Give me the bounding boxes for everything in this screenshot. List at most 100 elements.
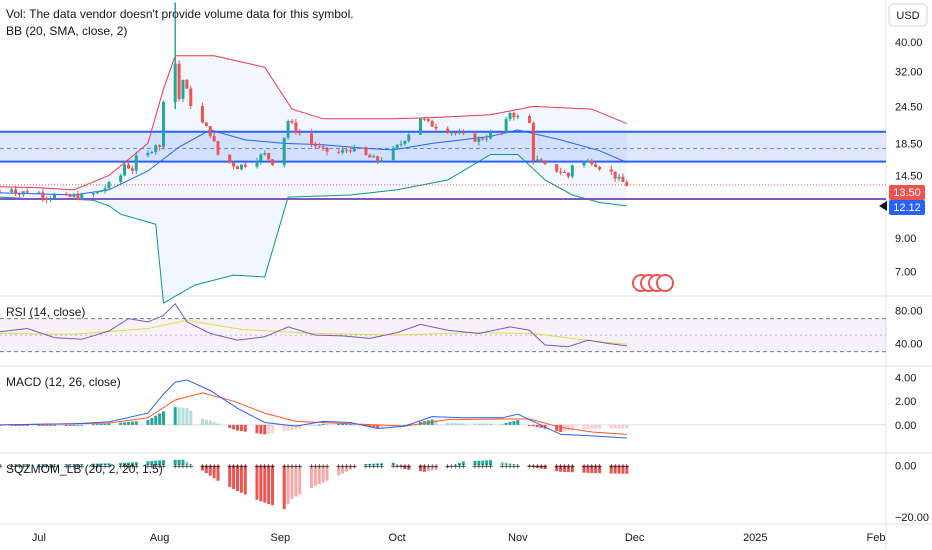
- candle-body[interactable]: [461, 132, 465, 134]
- candle-body[interactable]: [162, 101, 166, 147]
- candle-body[interactable]: [341, 149, 345, 153]
- candle-body[interactable]: [337, 151, 341, 153]
- candle-body[interactable]: [621, 176, 625, 182]
- candle-body[interactable]: [208, 126, 212, 136]
- candle-body[interactable]: [80, 194, 84, 200]
- time-axis[interactable]: Jul Aug Sep Oct Nov Dec 2025 Feb: [32, 532, 886, 544]
- candle-body[interactable]: [216, 141, 220, 155]
- candle-body[interactable]: [255, 160, 259, 167]
- candle-body[interactable]: [41, 192, 45, 198]
- candle-body[interactable]: [282, 137, 286, 166]
- candle-body[interactable]: [473, 133, 477, 142]
- candle-body[interactable]: [489, 132, 493, 139]
- candle-body[interactable]: [457, 132, 461, 134]
- candle-body[interactable]: [130, 168, 134, 171]
- candle-body[interactable]: [391, 148, 395, 160]
- candle-body[interactable]: [325, 147, 329, 152]
- candle-body[interactable]: [263, 153, 267, 155]
- candle-body[interactable]: [500, 132, 504, 134]
- candle-body[interactable]: [426, 118, 430, 121]
- candle-body[interactable]: [271, 159, 275, 166]
- candle-body[interactable]: [407, 134, 411, 141]
- candle-body[interactable]: [259, 154, 263, 161]
- candle-body[interactable]: [119, 175, 123, 182]
- currency-button[interactable]: USD: [888, 3, 928, 27]
- candle-body[interactable]: [239, 164, 243, 170]
- candle-body[interactable]: [380, 159, 384, 162]
- candle-body[interactable]: [516, 116, 520, 118]
- candle-body[interactable]: [504, 119, 508, 133]
- candle-body[interactable]: [609, 169, 613, 172]
- candle-body[interactable]: [290, 120, 294, 123]
- rsi-pane[interactable]: [0, 303, 886, 353]
- candle-body[interactable]: [45, 197, 49, 200]
- candle-body[interactable]: [189, 88, 193, 107]
- candle-body[interactable]: [512, 112, 516, 118]
- candle-body[interactable]: [395, 144, 399, 149]
- candle-body[interactable]: [430, 120, 434, 127]
- candle-body[interactable]: [422, 118, 426, 120]
- candle-body[interactable]: [485, 138, 489, 140]
- candle-body[interactable]: [181, 79, 185, 99]
- rsi-line[interactable]: [0, 303, 627, 348]
- candle-body[interactable]: [126, 164, 130, 169]
- candle-body[interactable]: [204, 122, 208, 127]
- candle-body[interactable]: [364, 147, 368, 155]
- candle-body[interactable]: [134, 155, 138, 171]
- candle-body[interactable]: [352, 147, 356, 152]
- candle-body[interactable]: [531, 122, 535, 161]
- candle-body[interactable]: [49, 198, 53, 200]
- candle-body[interactable]: [586, 160, 590, 163]
- candle-body[interactable]: [154, 145, 158, 152]
- candle-body[interactable]: [25, 191, 29, 193]
- price-pane[interactable]: [0, 2, 886, 304]
- bb-lower-line[interactable]: [0, 154, 627, 304]
- candle-body[interactable]: [313, 143, 317, 147]
- candle-body[interactable]: [598, 167, 602, 170]
- candle-body[interactable]: [527, 116, 531, 123]
- candle-body[interactable]: [543, 161, 547, 165]
- candle-body[interactable]: [76, 194, 80, 200]
- candle-body[interactable]: [53, 193, 57, 199]
- candle-body[interactable]: [21, 191, 25, 195]
- macd-line[interactable]: [0, 379, 627, 439]
- candle-body[interactable]: [582, 162, 586, 166]
- candle-body[interactable]: [450, 132, 454, 134]
- squeeze-momentum-pane[interactable]: +++++ +++++ +++++ +++++ +++++ +++++ +++++ +++++…: [0, 459, 630, 510]
- macd-signal-line[interactable]: [0, 392, 627, 435]
- candle-body[interactable]: [286, 120, 290, 138]
- candle-body[interactable]: [91, 193, 95, 195]
- candle-body[interactable]: [345, 149, 349, 151]
- price-axis[interactable]: 40.00 32.00 24.50 18.50 14.50 9.00 7.00 80.00 40…: [895, 37, 929, 524]
- candle-body[interactable]: [559, 171, 563, 173]
- candle-body[interactable]: [243, 164, 247, 167]
- candle-body[interactable]: [10, 189, 14, 192]
- candle-body[interactable]: [17, 193, 21, 195]
- candle-body[interactable]: [555, 164, 559, 172]
- candle-body[interactable]: [294, 122, 298, 133]
- candle-body[interactable]: [267, 153, 271, 160]
- candle-body[interactable]: [150, 151, 154, 153]
- candle-body[interactable]: [535, 159, 539, 161]
- candle-body[interactable]: [566, 172, 570, 177]
- candle-body[interactable]: [403, 140, 407, 144]
- candle-body[interactable]: [434, 126, 438, 129]
- candle-body[interactable]: [399, 143, 403, 145]
- candle-body[interactable]: [617, 176, 621, 179]
- candle-body[interactable]: [177, 63, 181, 99]
- candle-body[interactable]: [95, 191, 99, 194]
- candle-body[interactable]: [232, 162, 236, 167]
- candle-body[interactable]: [376, 156, 380, 162]
- candle-body[interactable]: [0, 191, 2, 193]
- candle-body[interactable]: [418, 118, 422, 135]
- candle-body[interactable]: [235, 166, 239, 170]
- candle-body[interactable]: [200, 106, 204, 123]
- candle-body[interactable]: [64, 193, 68, 195]
- macd-pane[interactable]: [0, 379, 886, 439]
- candle-body[interactable]: [348, 150, 352, 152]
- rsi-ma-line[interactable]: [0, 319, 627, 345]
- event-markers[interactable]: [632, 274, 674, 292]
- candle-body[interactable]: [570, 165, 574, 177]
- bb-upper-line[interactable]: [0, 55, 627, 191]
